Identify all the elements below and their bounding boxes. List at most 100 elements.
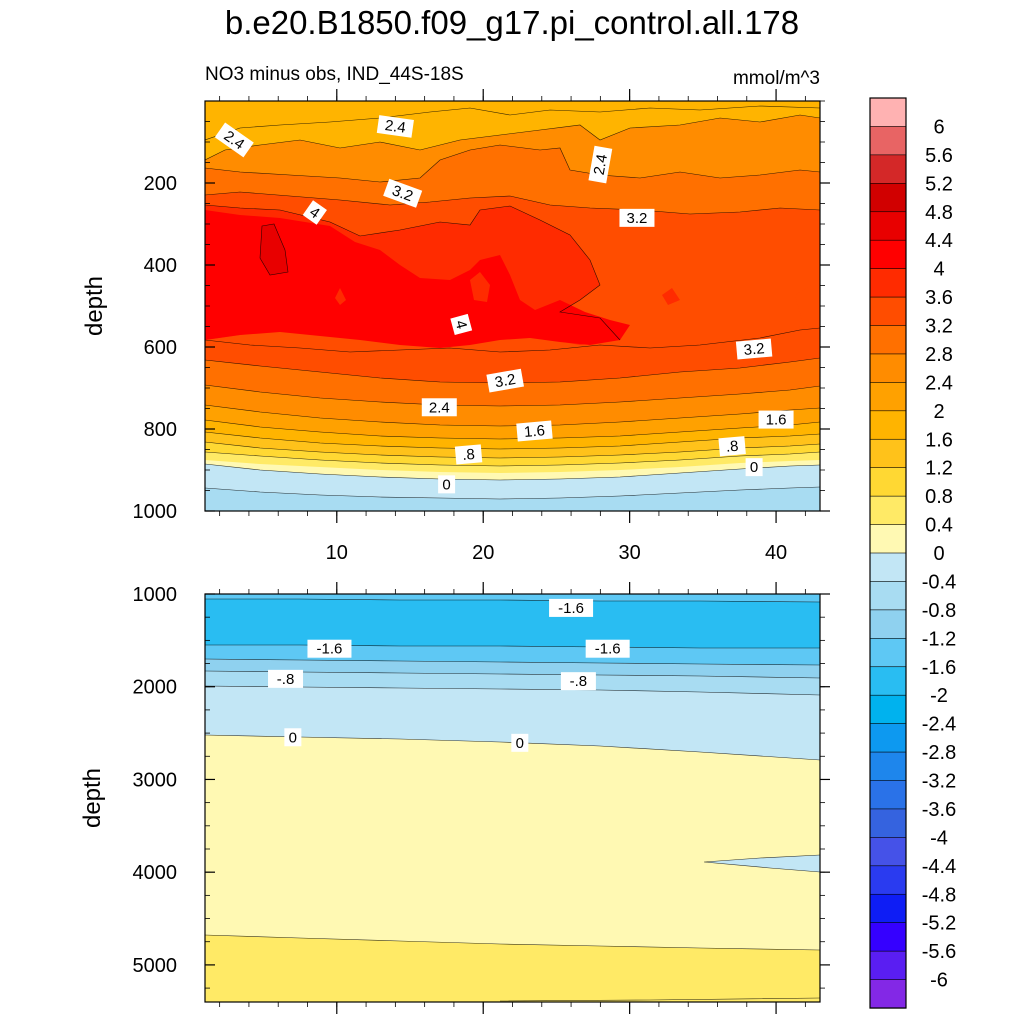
- contour-label-text: 2.4: [429, 399, 450, 416]
- colorbar-swatch: [869, 609, 907, 639]
- contour-label-box: [383, 178, 423, 208]
- colorbar: 6 5.6 5.2 4.8 4.4 4 3.6 3.2 2.8 2.4 2 1.6 1.2 0.8 0.4 0…: [869, 97, 956, 1009]
- colorbar-swatch: [869, 239, 907, 270]
- colorbar-label: 0.8: [925, 486, 953, 508]
- upper-contour-labels: 2.42.42.443.23.243.23.22.41.61.6.8.800: [214, 115, 794, 494]
- colorbar-swatch: [869, 979, 907, 1009]
- upper-contour-label: .8: [718, 436, 746, 457]
- colorbar-swatch: [869, 723, 907, 753]
- contour-label-box: [454, 444, 483, 465]
- colorbar-swatch: [869, 922, 907, 952]
- colorbar-swatch: [869, 865, 907, 895]
- colorbar-label: -4.4: [922, 856, 956, 878]
- contour-label-text: -1.6: [317, 641, 343, 658]
- figure-title: b.e20.B1850.f09_g17.pi_control.all.178: [224, 4, 800, 41]
- lower-contour-label: -1.6: [585, 639, 630, 658]
- contour-label-box: [376, 115, 414, 138]
- colorbar-label: 1.2: [925, 458, 953, 480]
- colorbar-label: 4.4: [925, 230, 953, 252]
- upper-contour-label: 0: [438, 475, 456, 494]
- lower-y-tick-label: 4000: [133, 862, 178, 884]
- contour-label-box: [268, 669, 304, 688]
- lower-contour-label: 0: [511, 733, 529, 752]
- colorbar-label: -1.2: [922, 628, 956, 650]
- upper-x-tick-label: 40: [765, 542, 787, 564]
- contour-label-box: [745, 458, 763, 477]
- upper-y-axis-title: depth: [81, 276, 108, 336]
- lower-contour-label: -1.6: [549, 598, 594, 617]
- colorbar-label: -2.4: [922, 714, 956, 736]
- colorbar-label: 5.2: [925, 173, 953, 195]
- contour-label-text: -.8: [277, 671, 295, 688]
- contour-label-box: [511, 733, 529, 752]
- colorbar-label: 2.8: [925, 344, 953, 366]
- colorbar-swatch: [869, 296, 907, 327]
- colorbar-label: -6: [930, 970, 948, 992]
- colorbar-label: -4.8: [922, 884, 956, 906]
- contour-label-box: [588, 145, 613, 184]
- colorbar-swatch: [869, 638, 907, 668]
- lower-contour-fill: [205, 594, 820, 1002]
- contour-label-text: 1.6: [766, 412, 787, 429]
- colorbar-label: 0.4: [925, 515, 953, 537]
- colorbar-label: 2.4: [925, 372, 953, 394]
- contour-label-box: [302, 200, 327, 225]
- contour-label-box: [516, 420, 553, 442]
- colorbar-swatch: [869, 438, 907, 469]
- contour-label-text: .8: [725, 438, 739, 456]
- contour-label-text: -.8: [570, 673, 588, 690]
- colorbar-label: -3.2: [922, 771, 956, 793]
- upper-contour-fill: [205, 101, 820, 511]
- lower-contour-label: 0: [284, 728, 302, 747]
- contour-label-box: [585, 639, 630, 658]
- colorbar-swatch: [869, 893, 907, 924]
- colorbar-swatch: [869, 410, 907, 440]
- lower-y-tick-label: 5000: [133, 955, 178, 977]
- contour-label-text: 2.4: [384, 117, 407, 137]
- colorbar-swatch: [869, 694, 907, 725]
- lower-axes: 1000 2000 3000 4000 5000: [133, 582, 830, 1014]
- colorbar-swatch: [869, 552, 907, 583]
- contour-label-box: [421, 398, 457, 417]
- colorbar-swatch: [869, 751, 907, 782]
- contour-label-box: [758, 410, 794, 429]
- colorbar-label: 4: [933, 259, 944, 281]
- lower-y-tick-label: 1000: [133, 584, 178, 606]
- contour-label-box: [307, 639, 352, 658]
- colorbar-label: -4: [930, 827, 948, 849]
- contour-label-text: 3.2: [627, 210, 648, 227]
- colorbar-swatch: [869, 780, 907, 810]
- upper-y-tick-label: 600: [144, 337, 177, 359]
- upper-contour-label: 2.4: [376, 115, 414, 138]
- lower-y-tick-label: 2000: [133, 677, 178, 699]
- colorbar-swatch: [869, 950, 907, 981]
- colorbar-label: 6: [933, 116, 944, 138]
- units-label: mmol/m^3: [732, 68, 820, 89]
- contour-label-box: [450, 313, 473, 335]
- colorbar-label: 2: [933, 401, 944, 423]
- colorbar-swatch: [869, 154, 907, 184]
- colorbar-label: -5.2: [922, 913, 956, 935]
- contour-label-box: [549, 598, 594, 617]
- upper-y-tick-label: 1000: [133, 501, 178, 523]
- colorbar-swatch: [869, 126, 907, 156]
- contour-label-text: 0: [289, 729, 297, 746]
- colorbar-swatch: [869, 268, 907, 298]
- upper-y-tick-label: 200: [144, 173, 177, 195]
- colorbar-swatch: [869, 325, 907, 355]
- contour-label-box: [438, 475, 456, 494]
- colorbar-label: -0.8: [922, 600, 956, 622]
- upper-contour-label: 2.4: [588, 145, 613, 184]
- colorbar-label: 3.6: [925, 287, 953, 309]
- colorbar-swatch: [869, 467, 907, 497]
- colorbar-swatch: [869, 97, 907, 128]
- upper-contour-label: 2.4: [421, 398, 457, 417]
- contour-label-text: 2.4: [591, 153, 611, 176]
- colorbar-swatch: [869, 183, 907, 213]
- contour-label-box: [560, 672, 596, 691]
- contour-label-box: [284, 728, 302, 747]
- lower-contour-label: -.8: [560, 672, 596, 691]
- colorbar-swatch: [869, 353, 907, 383]
